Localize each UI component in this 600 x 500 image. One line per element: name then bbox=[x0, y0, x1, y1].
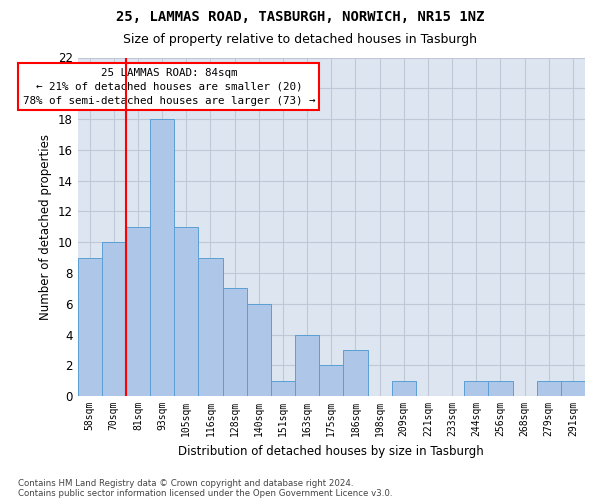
Bar bbox=[102, 242, 126, 396]
Bar bbox=[392, 380, 416, 396]
Text: Contains HM Land Registry data © Crown copyright and database right 2024.: Contains HM Land Registry data © Crown c… bbox=[18, 478, 353, 488]
Bar bbox=[223, 288, 247, 396]
Bar bbox=[126, 227, 150, 396]
Bar bbox=[77, 258, 102, 396]
Bar bbox=[488, 380, 512, 396]
Bar bbox=[343, 350, 368, 396]
Bar bbox=[536, 380, 561, 396]
X-axis label: Distribution of detached houses by size in Tasburgh: Distribution of detached houses by size … bbox=[178, 444, 484, 458]
Bar bbox=[561, 380, 585, 396]
Bar bbox=[271, 380, 295, 396]
Bar bbox=[174, 227, 199, 396]
Y-axis label: Number of detached properties: Number of detached properties bbox=[39, 134, 52, 320]
Bar bbox=[319, 366, 343, 396]
Text: 25, LAMMAS ROAD, TASBURGH, NORWICH, NR15 1NZ: 25, LAMMAS ROAD, TASBURGH, NORWICH, NR15… bbox=[116, 10, 484, 24]
Bar bbox=[295, 334, 319, 396]
Bar bbox=[150, 119, 174, 396]
Bar bbox=[199, 258, 223, 396]
Bar bbox=[464, 380, 488, 396]
Text: Size of property relative to detached houses in Tasburgh: Size of property relative to detached ho… bbox=[123, 32, 477, 46]
Text: Contains public sector information licensed under the Open Government Licence v3: Contains public sector information licen… bbox=[18, 488, 392, 498]
Text: 25 LAMMAS ROAD: 84sqm
← 21% of detached houses are smaller (20)
78% of semi-deta: 25 LAMMAS ROAD: 84sqm ← 21% of detached … bbox=[23, 68, 315, 106]
Bar bbox=[247, 304, 271, 396]
